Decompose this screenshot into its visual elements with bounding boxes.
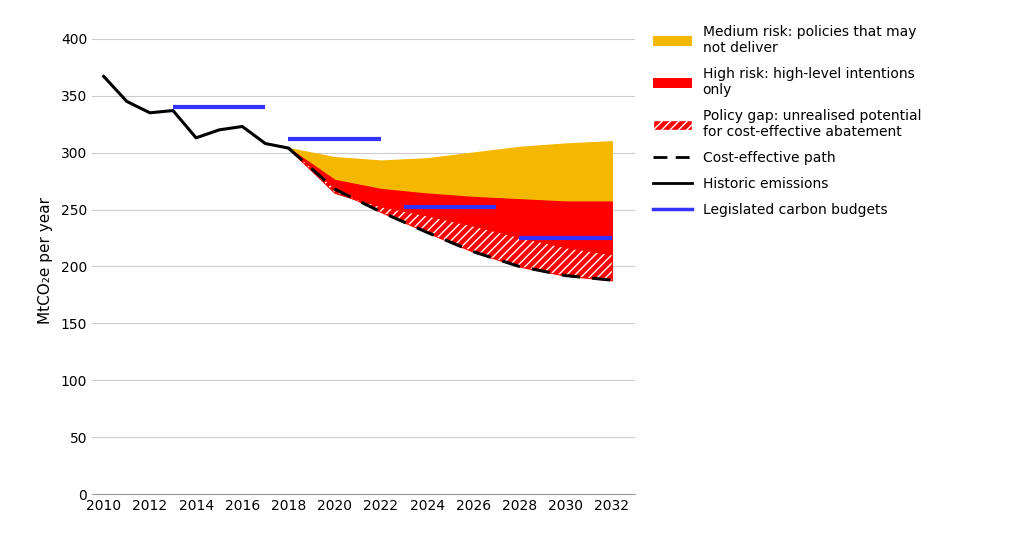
Legend: Medium risk: policies that may
not deliver, High risk: high-level intentions
onl: Medium risk: policies that may not deliv…	[652, 25, 922, 217]
Y-axis label: MtCO₂e per year: MtCO₂e per year	[38, 197, 52, 324]
